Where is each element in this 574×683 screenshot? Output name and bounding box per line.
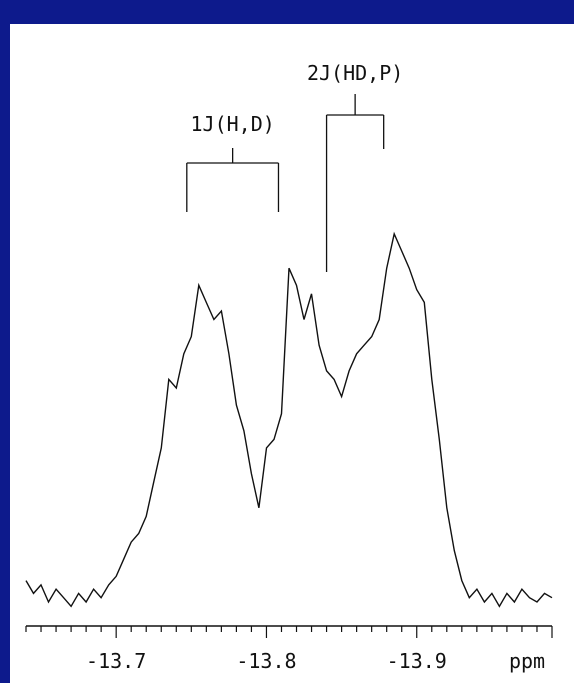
x-tick-label: -13.9: [387, 649, 447, 673]
spectrum-panel: 1J(H,D) 2J(HD,P) -13.7 -13.8 -13.9 ppm: [10, 24, 574, 683]
coupling-bracket: [325, 94, 385, 272]
x-tick-label: -13.7: [86, 649, 146, 673]
coupling-label: 1J(H,D): [190, 112, 274, 136]
nmr-spectrum-chart: 1J(H,D) 2J(HD,P) -13.7 -13.8 -13.9 ppm: [25, 61, 553, 673]
x-tick-label: -13.8: [236, 649, 296, 673]
coupling-label: 2J(HD,P): [307, 61, 403, 85]
coupling-annotations: 1J(H,D) 2J(HD,P): [186, 61, 403, 272]
x-axis-ticks: -13.7 -13.8 -13.9: [25, 626, 553, 673]
coupling-bracket: [186, 148, 280, 212]
x-axis-label: ppm: [509, 649, 545, 673]
spectrum-trace: [25, 231, 553, 608]
